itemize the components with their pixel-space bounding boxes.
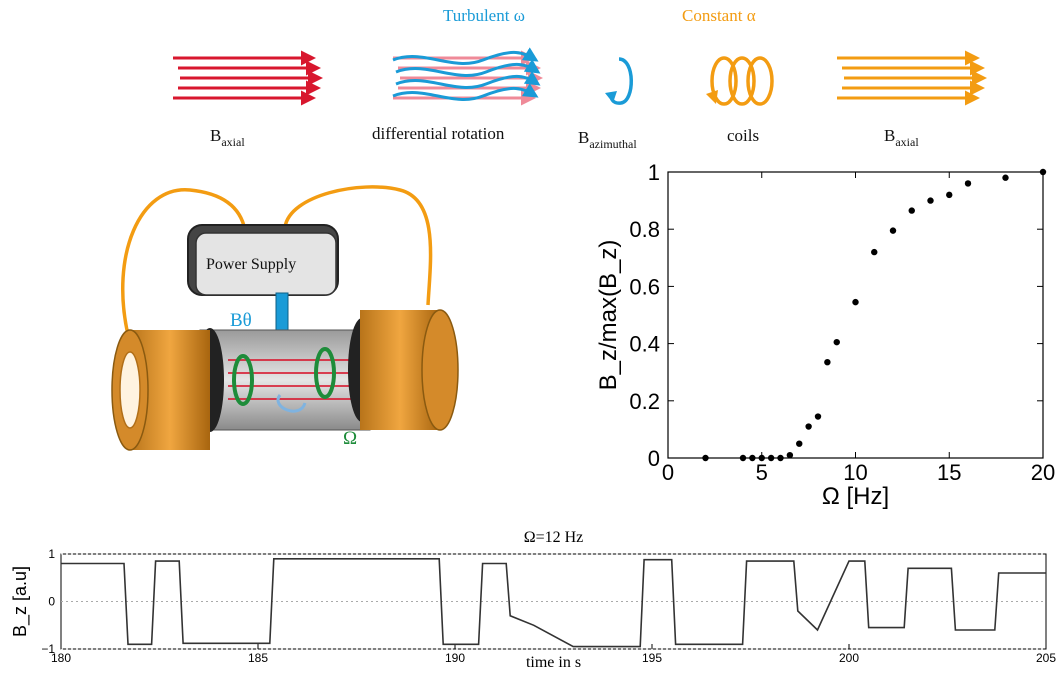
data-point bbox=[1002, 174, 1009, 181]
coils-icon bbox=[706, 56, 774, 106]
x-axis-label: time in s bbox=[526, 654, 581, 671]
data-point bbox=[833, 338, 840, 346]
power-supply-label: Power Supply bbox=[206, 256, 297, 273]
azimuthal-loop-icon bbox=[605, 57, 633, 105]
data-point bbox=[964, 180, 972, 187]
data-point bbox=[702, 454, 709, 462]
coils-label: coils bbox=[727, 126, 760, 145]
y-tick-label: 0 bbox=[648, 446, 660, 471]
axial-field-arrows-orange bbox=[837, 50, 987, 106]
data-point bbox=[889, 227, 897, 234]
omega-label: Ω bbox=[343, 428, 358, 449]
differential-rotation-label: differential rotation bbox=[372, 124, 505, 143]
data-point bbox=[871, 248, 878, 256]
x-tick-label: 195 bbox=[642, 651, 662, 665]
y-tick-label: 1 bbox=[48, 547, 55, 561]
y-tick-label: 1 bbox=[648, 160, 660, 185]
plot-frame bbox=[60, 553, 1047, 650]
data-point bbox=[814, 413, 822, 420]
plot-frame bbox=[667, 171, 1044, 459]
x-tick-label: 205 bbox=[1036, 651, 1056, 665]
data-point bbox=[786, 451, 794, 459]
x-tick-label: 0 bbox=[662, 460, 674, 485]
x-tick-label: 5 bbox=[756, 460, 768, 485]
bz-time-series-chart: 180 185 190 195 200 205 1 0 −1 Ω=12 Hz time in s B_… bbox=[10, 529, 1056, 671]
y-tick-label: 0.6 bbox=[629, 274, 660, 299]
data-point bbox=[927, 197, 934, 204]
x-tick-label: 10 bbox=[843, 460, 867, 485]
data-point bbox=[758, 454, 765, 462]
y-tick-label: −1 bbox=[41, 642, 55, 656]
y-axis-label: B_z/max(B_z) bbox=[595, 240, 622, 391]
bz-vs-omega-scatter-chart: 0 5 10 15 20 0 0.2 0.4 0.6 0.8 1 Ω [Hz] B_z/max(B_z) bbox=[595, 160, 1055, 510]
data-point bbox=[805, 423, 812, 430]
data-point bbox=[824, 358, 831, 366]
b-axial-label-1: Baxial bbox=[210, 126, 245, 149]
data-point bbox=[777, 454, 784, 462]
x-axis-label: Ω [Hz] bbox=[822, 483, 889, 510]
x-tick-label: 200 bbox=[839, 651, 859, 665]
b-axial-label-2: Baxial bbox=[884, 126, 919, 149]
chart-title: Ω=12 Hz bbox=[524, 529, 584, 546]
turbulent-omega-label: Turbulent ω bbox=[443, 6, 525, 25]
data-point bbox=[1039, 168, 1047, 176]
apparatus-illustration bbox=[111, 185, 459, 451]
data-point bbox=[852, 298, 859, 306]
data-point bbox=[796, 440, 803, 447]
b-azimuthal-label: Bazimuthal bbox=[578, 128, 637, 151]
x-tick-label: 190 bbox=[445, 651, 465, 665]
data-point bbox=[908, 207, 915, 214]
data-point bbox=[946, 191, 953, 199]
y-tick-label: 0 bbox=[48, 595, 55, 609]
data-point bbox=[739, 454, 747, 462]
data-point bbox=[767, 454, 775, 462]
y-axis-label: B_z [a.u] bbox=[10, 566, 31, 637]
constant-alpha-label: Constant α bbox=[682, 6, 756, 25]
y-tick-label: 0.2 bbox=[629, 389, 660, 414]
x-tick-label: 15 bbox=[937, 460, 961, 485]
x-tick-label: 180 bbox=[51, 651, 71, 665]
differential-rotation-icon bbox=[392, 47, 543, 106]
data-point bbox=[749, 454, 756, 462]
x-tick-label: 185 bbox=[248, 651, 268, 665]
y-tick-label: 0.4 bbox=[629, 332, 660, 357]
bz-signal-line bbox=[61, 558, 1046, 648]
b-theta-label: Bθ bbox=[230, 310, 252, 331]
x-tick-label: 20 bbox=[1031, 460, 1055, 485]
y-tick-label: 0.8 bbox=[629, 217, 660, 242]
axial-field-arrows-red bbox=[173, 50, 323, 106]
